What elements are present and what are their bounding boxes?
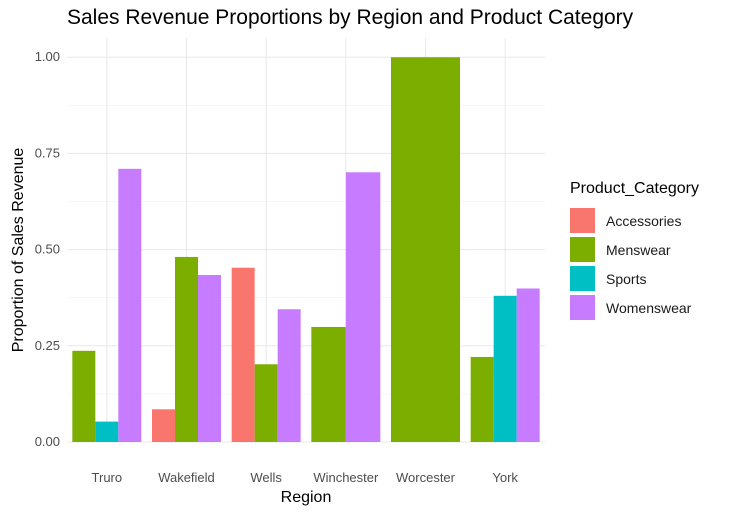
bar-york-menswear <box>470 356 494 442</box>
legend-item: Sports <box>570 264 699 293</box>
bar-wells-menswear <box>254 364 278 442</box>
legend-title: Product_Category <box>570 180 699 197</box>
bar-wakefield-womenswear <box>198 275 221 442</box>
legend-label: Accessories <box>606 212 682 229</box>
bar-wells-womenswear <box>277 309 301 442</box>
legend: Product_Category Accessories Menswear Spor… <box>570 180 699 322</box>
legend-label: Sports <box>606 270 647 287</box>
legend-item: Accessories <box>570 206 699 235</box>
y-tick-label: 0.25 <box>35 338 60 353</box>
legend-item: Womenswear <box>570 293 699 322</box>
legend-swatch <box>570 295 595 320</box>
y-tick-labels: 0.00 0.25 0.50 0.75 1.00 <box>35 49 60 449</box>
bar-winchester-menswear <box>311 326 346 442</box>
legend-swatch <box>570 266 595 291</box>
x-tick-labels: Truro Wakefield Wells Winchester Worcester Yo… <box>92 470 519 485</box>
legend-swatch <box>570 208 595 233</box>
x-axis-title: Region <box>281 489 332 506</box>
y-axis-title: Proportion of Sales Revenue <box>10 148 27 353</box>
x-tick-label: Worcester <box>396 470 456 485</box>
y-tick-label: 0.00 <box>35 434 60 449</box>
legend-item: Menswear <box>570 235 699 264</box>
bar-winchester-womenswear <box>345 172 381 442</box>
bar-wells-accessories <box>231 267 255 442</box>
x-tick-label: Winchester <box>313 470 379 485</box>
bar-truro-menswear <box>72 350 96 442</box>
x-tick-label: Truro <box>92 470 123 485</box>
x-tick-label: Wakefield <box>158 470 215 485</box>
bar-wakefield-menswear <box>175 256 198 442</box>
legend-swatch <box>570 237 595 262</box>
bar-york-womenswear <box>516 288 540 442</box>
y-tick-label: 0.75 <box>35 145 60 160</box>
bar-truro-sports <box>95 421 119 442</box>
y-tick-label: 0.50 <box>35 242 60 257</box>
bar-wakefield-accessories <box>152 409 175 442</box>
legend-label: Menswear <box>606 241 671 258</box>
bars <box>72 57 540 443</box>
legend-label: Womenswear <box>606 299 692 316</box>
x-tick-label: York <box>492 470 518 485</box>
chart-title: Sales Revenue Proportions by Region and … <box>67 6 634 29</box>
y-tick-label: 1.00 <box>35 49 60 64</box>
bar-worcester-menswear <box>391 57 460 442</box>
x-tick-label: Wells <box>250 470 282 485</box>
bar-york-sports <box>493 295 517 442</box>
bar-truro-womenswear <box>118 168 142 443</box>
